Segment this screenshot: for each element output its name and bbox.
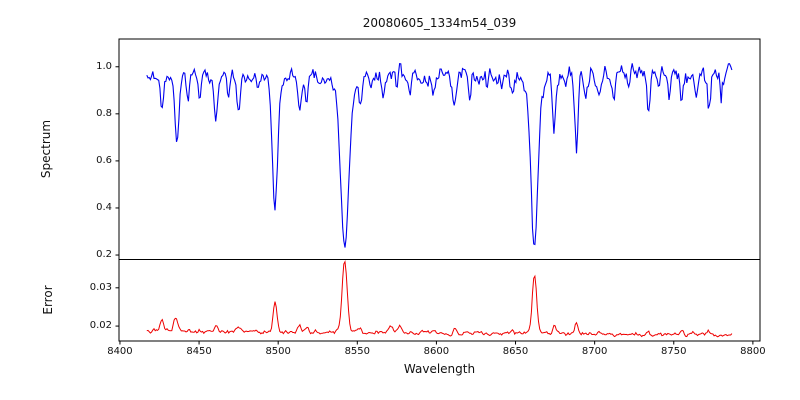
spectrum-y-tick-label: 1.0	[96, 60, 112, 72]
error-y-tick-label: 0.02	[89, 320, 112, 332]
x-tick-label: 8500	[265, 346, 291, 357]
error-y-axis-label: Error	[41, 285, 55, 315]
x-tick-label: 8800	[740, 346, 766, 357]
spectrum-y-tick-label: 0.6	[96, 154, 112, 166]
spectrum-y-tick-label: 0.4	[96, 201, 112, 213]
spectrum-line	[146, 63, 733, 248]
x-tick-label: 8400	[107, 346, 133, 357]
error-panel-frame	[118, 259, 761, 342]
spectrum-y-tick-label: 0.8	[96, 107, 112, 119]
x-tick-label: 8550	[344, 346, 371, 357]
chart-title: 20080605_1334m54_039	[362, 16, 517, 30]
error-line	[146, 259, 733, 338]
x-tick-label: 8450	[186, 346, 212, 357]
x-tick-label: 8750	[661, 346, 687, 357]
error-y-tick-label: 0.03	[89, 281, 112, 293]
spectrum-y-tick-label: 0.2	[96, 249, 112, 261]
x-tick-label: 8700	[581, 346, 608, 357]
x-tick-label: 8600	[423, 346, 450, 357]
x-axis-label: Wavelength	[403, 362, 476, 376]
x-tick-label: 8650	[502, 346, 529, 357]
spectrum-y-axis-label: Spectrum	[39, 119, 53, 179]
